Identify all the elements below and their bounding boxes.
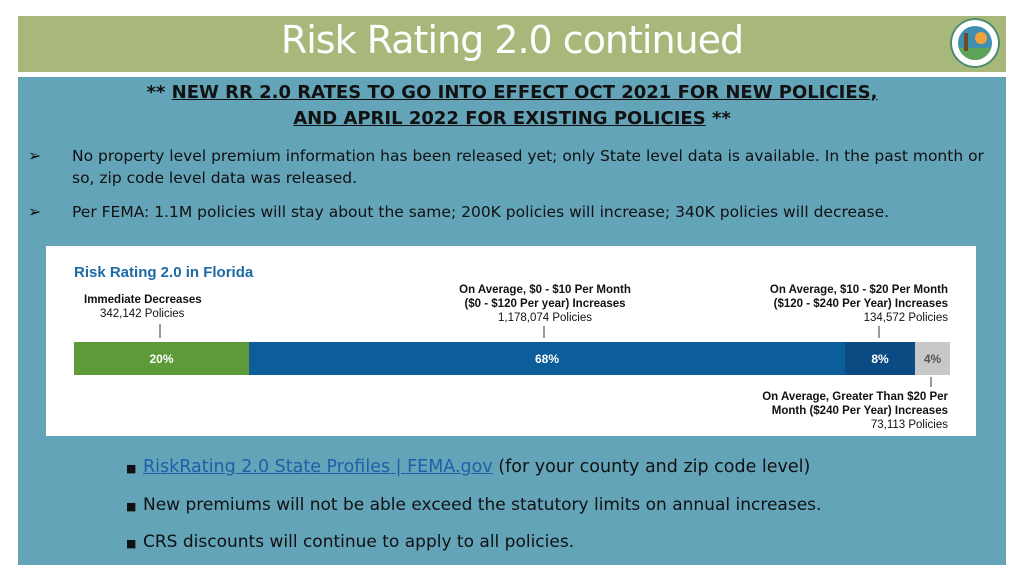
annotation-decreases: Immediate Decreases 342,142 Policies — [84, 293, 202, 321]
bar-value-label: 68% — [534, 351, 560, 366]
bar-segment: 68% — [249, 342, 845, 375]
bar-value-label: 8% — [871, 351, 889, 366]
bar-segment: 8% — [845, 342, 915, 375]
headline-line-1: ** NEW RR 2.0 RATES TO GO INTO EFFECT OC… — [40, 82, 984, 103]
chart-title: Risk Rating 2.0 in Florida — [74, 264, 254, 281]
annotation-0-10: On Average, $0 - $10 Per Month ($0 - $12… — [430, 283, 660, 325]
annotation-label: On Average, $0 - $10 Per Month — [459, 284, 631, 296]
slide-title: Risk Rating 2.0 continued — [280, 18, 744, 62]
risk-rating-chart: Risk Rating 2.0 in Florida Immediate Dec… — [46, 246, 976, 436]
palm-tree-icon — [964, 33, 968, 51]
ground-shape — [958, 48, 992, 60]
annotation-tick — [878, 326, 880, 338]
bullet-text-1: No property level premium information ha… — [72, 147, 984, 187]
square-bullet-icon: ■ — [126, 537, 137, 550]
headline-text-1: NEW RR 2.0 RATES TO GO INTO EFFECT OCT 2… — [171, 82, 878, 103]
annotation-count: 73,113 Policies — [870, 419, 948, 431]
bar-segment: 4% — [915, 342, 950, 375]
stars-left: ** — [146, 82, 166, 103]
annotation-tick — [159, 324, 161, 338]
annotation-label: ($120 - $240 Per Year) Increases — [773, 298, 948, 310]
link-suffix: (for your county and zip code level) — [498, 457, 811, 477]
stars-right: ** — [711, 108, 731, 129]
arrow-bullet-icon: ➢ — [28, 202, 42, 221]
annotation-count: 1,178,074 Policies — [498, 312, 592, 324]
square-bullet-icon: ■ — [126, 462, 137, 475]
bullet-text-2: Per FEMA: 1.1M policies will stay about … — [72, 203, 890, 221]
annotation-count: 134,572 Policies — [863, 312, 948, 324]
annotation-label: Month ($240 Per Year) Increases — [771, 405, 948, 417]
annotation-label: ($0 - $120 Per year) Increases — [464, 298, 626, 310]
sun-icon — [975, 32, 987, 44]
bar-value-label: 20% — [149, 351, 174, 366]
sub-bullet-2: New premiums will not be able exceed the… — [143, 495, 822, 515]
square-bullet-icon: ■ — [126, 500, 137, 513]
headline-line-2: AND APRIL 2022 FOR EXISTING POLICIES ** — [40, 108, 984, 129]
annotation-tick — [543, 326, 545, 338]
fema-profiles-link[interactable]: RiskRating 2.0 State Profiles | FEMA.gov — [143, 457, 493, 477]
sub-bullet-3: CRS discounts will continue to apply to … — [143, 532, 575, 552]
annotation-label: On Average, Greater Than $20 Per — [762, 391, 948, 403]
title-bar: Risk Rating 2.0 continued — [18, 16, 1006, 72]
sub-bullet-1: RiskRating 2.0 State Profiles | FEMA.gov… — [143, 457, 810, 477]
bar-segment: 20% — [74, 342, 249, 375]
annotation-gt20: On Average, Greater Than $20 Per Month (… — [698, 390, 948, 432]
annotation-label: On Average, $10 - $20 Per Month — [769, 284, 948, 296]
annotation-tick — [930, 377, 932, 387]
annotation-label: Immediate Decreases — [84, 294, 202, 306]
arrow-bullet-icon: ➢ — [28, 146, 42, 165]
annotation-count: 342,142 Policies — [100, 308, 185, 320]
bar-value-label: 4% — [923, 351, 942, 366]
city-seal-logo — [950, 18, 1000, 68]
seal-emblem — [958, 26, 992, 60]
annotation-10-20: On Average, $10 - $20 Per Month ($120 - … — [718, 283, 948, 325]
headline-text-2: AND APRIL 2022 FOR EXISTING POLICIES — [293, 108, 706, 129]
